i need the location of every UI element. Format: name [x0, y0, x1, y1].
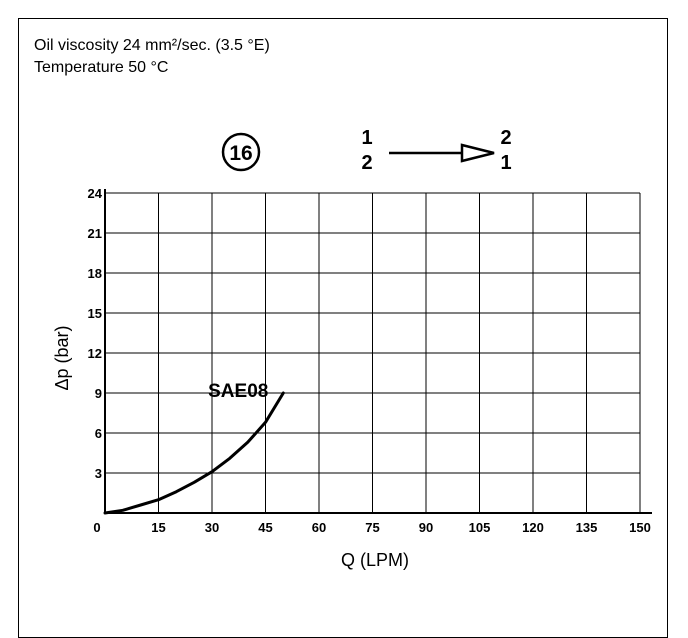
- x-tick-label: 90: [419, 520, 433, 535]
- series-label: SAE08: [208, 381, 268, 402]
- x-tick-label: 120: [522, 520, 544, 535]
- port-to-bottom: 1: [500, 152, 511, 174]
- port-to-top: 2: [500, 127, 511, 149]
- flow-arrowhead-icon: [460, 143, 495, 163]
- y-tick-label: 24: [88, 186, 103, 201]
- y-tick-labels: 3 6 9 12 15 18 21 24: [88, 186, 103, 481]
- y-tick-label: 15: [88, 306, 102, 321]
- port-from-bottom: 2: [361, 152, 372, 174]
- y-axis-title: Δp (bar): [52, 325, 72, 390]
- chart-grid: [105, 192, 641, 513]
- series-line: [103, 391, 285, 515]
- x-tick-label: 150: [629, 520, 651, 535]
- x-tick-label: 0: [93, 520, 100, 535]
- x-tick-label: 135: [576, 520, 598, 535]
- y-tick-label: 9: [95, 386, 102, 401]
- viscosity-note: Oil viscosity 24 mm²/sec. (3.5 °E): [34, 37, 270, 54]
- chart-series: SAE08: [103, 381, 285, 515]
- x-tick-label: 105: [469, 520, 491, 535]
- y-tick-label: 6: [95, 426, 102, 441]
- x-tick-label: 75: [365, 520, 379, 535]
- pressure-drop-chart: 16 1 2 2 1 0 15 30 45 60 75 90 105 120 135 150 3 6 9…: [52, 127, 652, 570]
- x-tick-label: 30: [205, 520, 219, 535]
- x-axis-title: Q (LPM): [341, 550, 409, 570]
- temperature-note: Temperature 50 °C: [34, 59, 169, 76]
- port-from-top: 1: [361, 127, 372, 149]
- x-tick-labels: 0 15 30 45 60 75 90 105 120 135 150: [93, 520, 650, 535]
- y-tick-label: 21: [88, 226, 102, 241]
- y-tick-label: 12: [88, 346, 102, 361]
- x-tick-label: 15: [151, 520, 165, 535]
- chart-frame: [18, 18, 668, 638]
- chart-axes: [104, 189, 652, 514]
- x-tick-label: 45: [258, 520, 272, 535]
- symbol-number: 16: [229, 142, 252, 165]
- y-tick-label: 18: [88, 266, 102, 281]
- y-tick-label: 3: [95, 466, 102, 481]
- x-tick-label: 60: [312, 520, 326, 535]
- symbol-circle: [221, 132, 261, 172]
